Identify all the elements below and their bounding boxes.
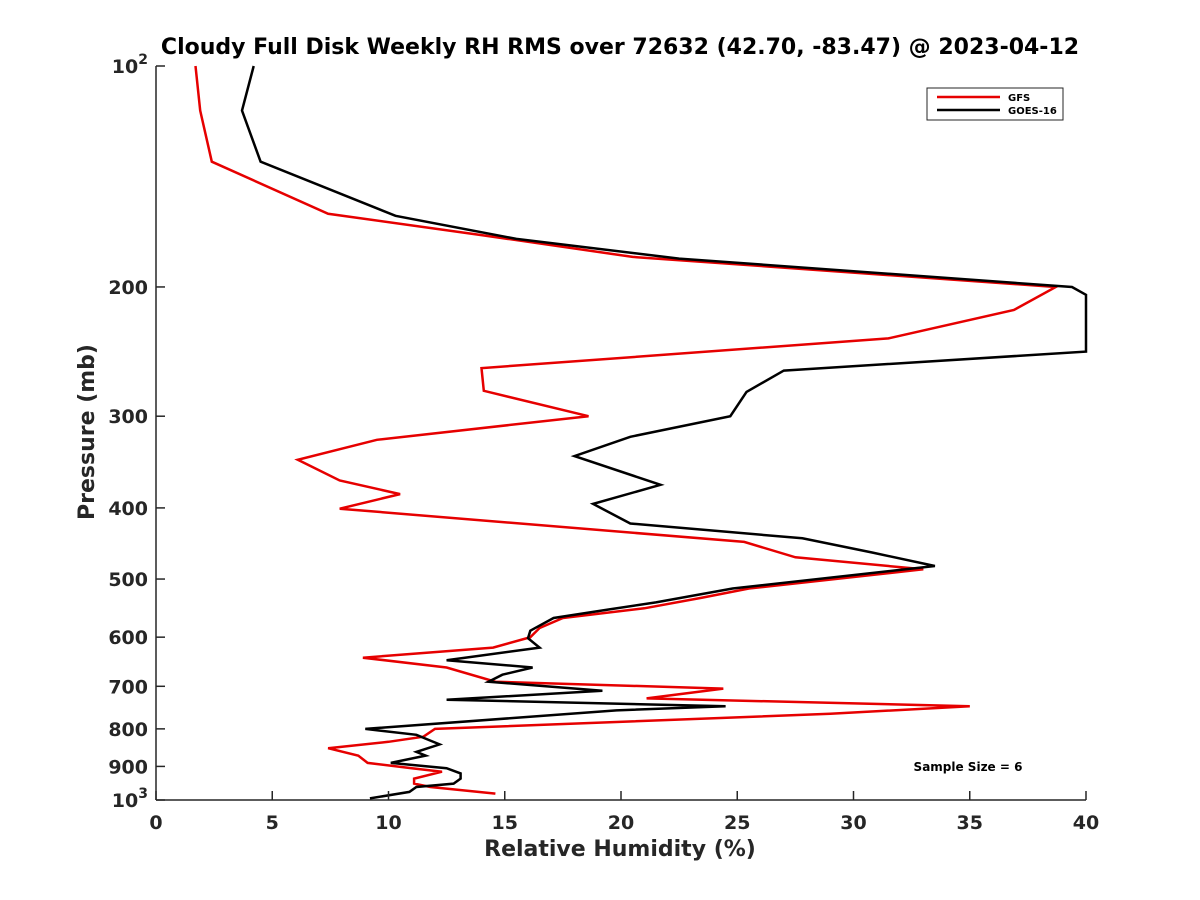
legend-label-gfs: GFS [1008, 93, 1030, 104]
y-tick-label: 700 [108, 676, 148, 698]
x-tick-label: 30 [840, 812, 866, 834]
legend: GFS GOES-16 [926, 87, 1064, 121]
x-tick-label: 20 [608, 812, 634, 834]
sample-size-annotation: Sample Size = 6 [914, 760, 1023, 774]
y-tick-label: 500 [108, 569, 148, 591]
y-axis-label: Pressure (mb) [75, 344, 100, 520]
y-tick-label: 800 [108, 719, 148, 741]
series-line-goes-16 [240, 65, 1088, 800]
legend-label-goes16: GOES-16 [1008, 106, 1057, 117]
x-tick-label: 40 [1073, 812, 1099, 834]
x-axis-ticks: 0 5 10 15 20 25 30 35 40 [149, 791, 1099, 834]
x-axis-label: Relative Humidity (%) [484, 837, 756, 862]
y-axis-ticks: 102 200 300 400 500 600 700 800 900 103 [108, 52, 165, 812]
y-tick-label: 103 [112, 786, 148, 812]
y-tick-label: 900 [108, 756, 148, 778]
y-tick-label: 300 [108, 406, 148, 428]
plot-lines [194, 65, 1088, 800]
x-tick-label: 35 [957, 812, 983, 834]
chart-title: Cloudy Full Disk Weekly RH RMS over 7263… [161, 35, 1079, 60]
x-tick-label: 0 [149, 812, 162, 834]
x-tick-label: 10 [375, 812, 401, 834]
y-tick-label: 400 [108, 498, 148, 520]
series-line-gfs [194, 65, 1061, 795]
y-tick-label: 102 [112, 52, 148, 78]
x-tick-label: 25 [724, 812, 750, 834]
x-tick-label: 5 [266, 812, 279, 834]
x-tick-label: 15 [492, 812, 518, 834]
y-tick-label: 200 [108, 277, 148, 299]
y-tick-label: 600 [108, 627, 148, 649]
legend-box [926, 87, 1064, 121]
